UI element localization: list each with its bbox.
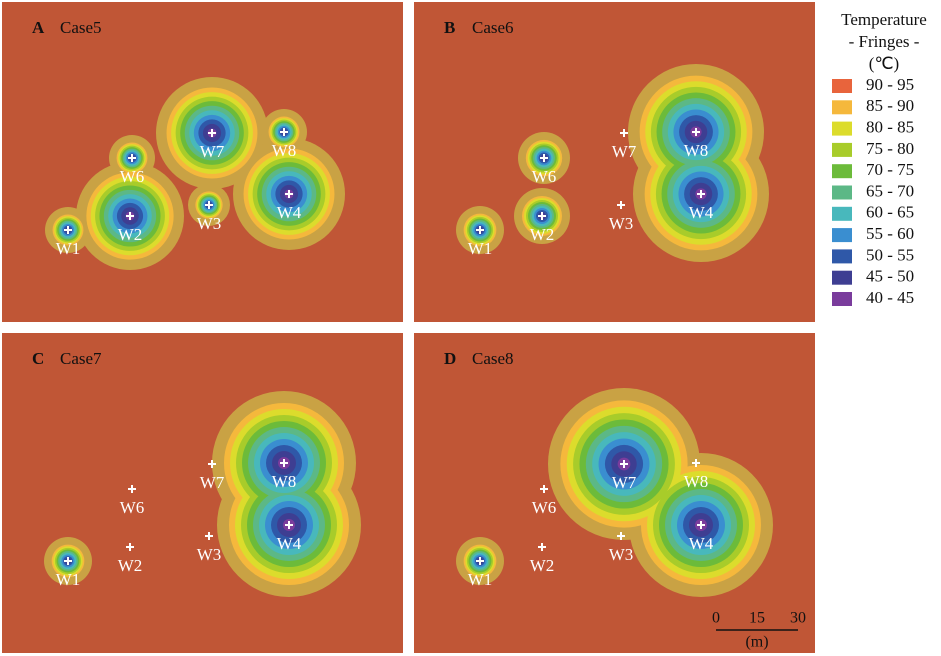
well-label: W1: [468, 239, 493, 258]
legend-swatch: [832, 185, 852, 200]
well-marker: [697, 521, 705, 529]
well-marker: [692, 459, 700, 467]
legend-label: 80 - 85: [866, 118, 914, 137]
legend-swatch: [832, 292, 852, 306]
panel-label: B: [444, 18, 455, 37]
well-marker: [285, 190, 293, 198]
well-label: W6: [532, 498, 557, 517]
well-label: W3: [609, 545, 634, 564]
legend-swatch: [832, 206, 852, 221]
legend-label: 45 - 50: [866, 267, 914, 286]
panel: D Case8 W1 W2 W3 W4 W6 W7 W8: [414, 333, 815, 653]
well-marker: [280, 128, 288, 136]
legend-label: 55 - 60: [866, 224, 914, 243]
panel: C Case7 W1 W2 W3 W4 W6 W7 W8: [2, 333, 403, 653]
panel-label: C: [32, 349, 44, 368]
well-label: W6: [120, 167, 145, 186]
legend-label: 65 - 70: [866, 181, 914, 200]
legend-swatch: [832, 249, 852, 264]
well-marker: [476, 226, 484, 234]
well-label: W2: [118, 225, 143, 244]
well-marker: [540, 154, 548, 162]
well-marker: [126, 543, 134, 551]
legend-label: 60 - 65: [866, 203, 914, 222]
well-marker: [692, 128, 700, 136]
well-marker: [617, 532, 625, 540]
well-marker: [205, 201, 213, 209]
well-marker: [128, 485, 136, 493]
well-label: W1: [56, 570, 81, 589]
well-marker: [617, 201, 625, 209]
well-label: W8: [272, 141, 297, 160]
panel-title: Case7: [60, 349, 102, 368]
legend-label: 90 - 95: [866, 75, 914, 94]
well-label: W1: [56, 239, 81, 258]
well-label: W3: [197, 214, 222, 233]
well-label: W1: [468, 570, 493, 589]
well-marker: [64, 557, 72, 565]
well-marker: [620, 129, 628, 137]
scale-unit: (m): [745, 634, 768, 651]
legend-swatch: [832, 164, 852, 179]
scale-tick: 0: [712, 610, 720, 627]
well-label: W2: [530, 556, 555, 575]
legend-label: 85 - 90: [866, 96, 914, 115]
legend-swatch: [832, 270, 852, 285]
well-marker: [476, 557, 484, 565]
panel-label: D: [444, 349, 456, 368]
well-marker: [128, 154, 136, 162]
well-label: W4: [277, 534, 302, 553]
well-marker: [538, 212, 546, 220]
well-label: W7: [612, 142, 637, 161]
legend-label: 70 - 75: [866, 160, 914, 179]
scale-tick: 30: [790, 610, 806, 627]
panel: B Case6 W1 W2 W3 W4 W6 W7 W8: [414, 2, 815, 322]
well-marker: [540, 485, 548, 493]
legend-title: Temperature: [841, 10, 927, 29]
well-marker: [620, 460, 628, 468]
legend-swatch: [832, 79, 852, 93]
well-label: W6: [532, 167, 557, 186]
well-label: W7: [612, 473, 637, 492]
legend-swatch: [832, 121, 852, 136]
well-marker: [538, 543, 546, 551]
well-marker: [208, 129, 216, 137]
well-label: W3: [197, 545, 222, 564]
well-marker: [126, 212, 134, 220]
panel: A Case5 W1 W2 W3 W4 W6 W7 W8: [2, 2, 403, 322]
well-label: W3: [609, 214, 634, 233]
panel-title: Case6: [472, 18, 514, 37]
legend-swatch: [832, 228, 852, 243]
well-label: W2: [118, 556, 143, 575]
well-marker: [208, 460, 216, 468]
well-label: W6: [120, 498, 145, 517]
well-label: W4: [689, 203, 714, 222]
well-label: W7: [200, 142, 225, 161]
legend-title: (℃): [869, 54, 899, 73]
well-label: W4: [277, 203, 302, 222]
well-label: W4: [689, 534, 714, 553]
well-label: W7: [200, 473, 225, 492]
legend-title: - Fringes -: [849, 32, 920, 51]
well-marker: [64, 226, 72, 234]
well-label: W8: [684, 472, 709, 491]
panel-label: A: [32, 18, 45, 37]
well-label: W8: [684, 141, 709, 160]
legend-label: 50 - 55: [866, 245, 914, 264]
panel-title: Case8: [472, 349, 514, 368]
well-label: W2: [530, 225, 555, 244]
well-marker: [697, 190, 705, 198]
well-marker: [285, 521, 293, 529]
legend-label: 75 - 80: [866, 139, 914, 158]
well-marker: [205, 532, 213, 540]
well-label: W8: [272, 472, 297, 491]
panel-title: Case5: [60, 18, 102, 37]
legend-label: 40 - 45: [866, 288, 914, 307]
contours: [45, 77, 345, 270]
scale-tick: 15: [749, 610, 765, 627]
well-marker: [280, 459, 288, 467]
legend-swatch: [832, 100, 852, 115]
legend-swatch: [832, 142, 852, 157]
